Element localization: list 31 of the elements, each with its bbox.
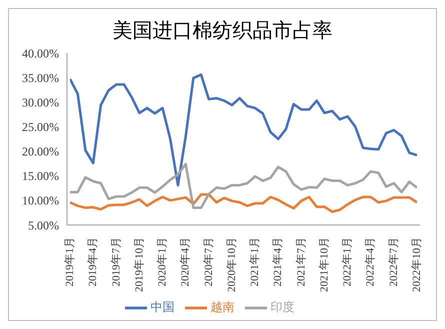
x-tick-label: 2022年1月 [342, 237, 354, 286]
line-series [70, 162, 417, 210]
y-tick-label: 25.00% [22, 120, 59, 134]
legend-label: 越南 [210, 300, 234, 314]
x-tick-label: 2022年4月 [364, 237, 377, 286]
x-tick-label: 2021年7月 [295, 237, 308, 286]
x-tick-label: 2020年10月 [226, 237, 238, 292]
y-tick-label: 10.00% [22, 194, 59, 208]
x-tick-label: 2019年1月 [64, 237, 76, 286]
x-tick-label: 2021年1月 [249, 237, 262, 286]
x-tick-label: 2021年4月 [272, 237, 284, 286]
y-tick-label: 20.00% [22, 144, 59, 159]
x-tick-label: 2020年7月 [202, 237, 215, 286]
line-series [70, 73, 417, 186]
chart-title: 美国进口棉纺织品市占率 [112, 19, 334, 44]
y-tick-label: 40.00% [22, 46, 59, 60]
y-tick-label: 15.00% [22, 169, 59, 184]
y-tick-label: 35.00% [22, 70, 59, 85]
legend-label: 印度 [270, 300, 294, 314]
x-tick-label: 2020年1月 [156, 237, 169, 286]
x-tick-label: 2021年10月 [318, 237, 330, 292]
x-tick-label: 2020年4月 [180, 237, 192, 286]
x-tick-label: 2019年10月 [133, 237, 146, 292]
x-tick-label: 2019年4月 [87, 237, 100, 286]
y-tick-label: 5.00% [28, 218, 59, 232]
line-series [70, 193, 417, 213]
legend-label: 中国 [150, 300, 174, 314]
x-tick-label: 2019年7月 [110, 237, 122, 286]
x-tick-label: 2022年10月 [411, 237, 423, 292]
x-tick-label: 2022年7月 [388, 237, 400, 286]
y-tick-label: 30.00% [22, 95, 59, 110]
